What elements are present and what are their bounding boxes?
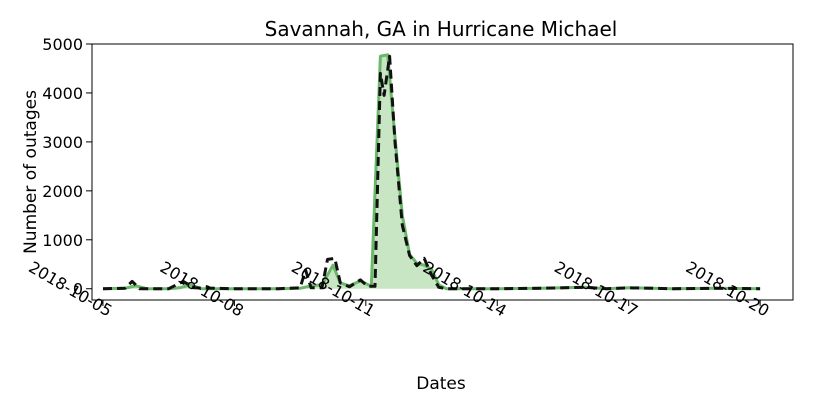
series-area-fill [103,54,761,289]
y-axis-label: Number of outages [21,90,41,254]
series-solid-line [102,53,761,291]
y-tick-label: 5000 [42,35,83,54]
series-dashed-line [102,54,761,291]
x-axis-label: Dates [416,374,466,394]
x-tick-label: 2018-10-05 [25,258,115,321]
chart-title: Savannah, GA in Hurricane Michael [265,17,618,41]
plot-frame [91,43,794,301]
y-tick-label: 0 [73,280,83,299]
y-tick-label: 2000 [42,182,83,201]
plot-area [102,53,761,291]
y-tick-label: 3000 [42,133,83,152]
y-tick-label: 1000 [42,231,83,250]
y-tick-label: 4000 [42,84,83,103]
